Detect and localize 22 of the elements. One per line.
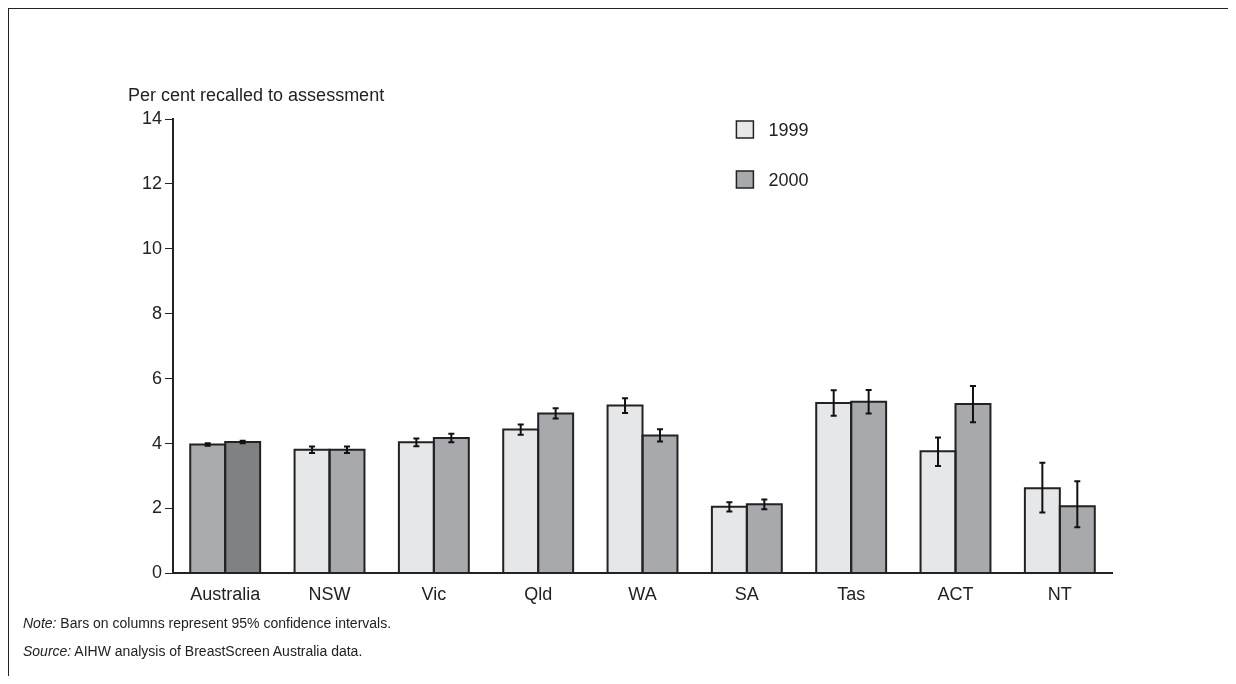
y-tick-label: 10 [141,237,163,258]
y-tick-label: 12 [141,172,163,193]
legend-label: 1999 [768,119,809,140]
x-tick-label: ACT [937,584,974,605]
y-tick-label: 8 [152,302,163,323]
y-tick-label: 14 [141,107,163,128]
x-tick-label: Australia [190,584,262,605]
legend-label: 2000 [768,169,809,190]
source-note: Source: AIHW analysis of BreastScreen Australia data. [23,643,363,659]
y-tick-label: 0 [152,562,163,583]
y-tick-label: 2 [152,497,163,518]
x-tick-label: NSW [308,584,351,605]
y-tick-label: 6 [152,367,163,388]
y-axis-title: Per cent recalled to assessment [128,84,385,105]
x-tick-label: Tas [837,584,866,605]
text: Note: Bars on columns represent 95% confidence intervals. [23,615,392,631]
y-tick-label: 4 [152,432,163,453]
x-tick-label: Vic [421,584,447,605]
x-tick-label: Qld [524,584,553,605]
x-tick-label: NT [1047,584,1072,605]
x-tick-label: SA [734,584,759,605]
x-tick-label: WA [628,584,657,605]
